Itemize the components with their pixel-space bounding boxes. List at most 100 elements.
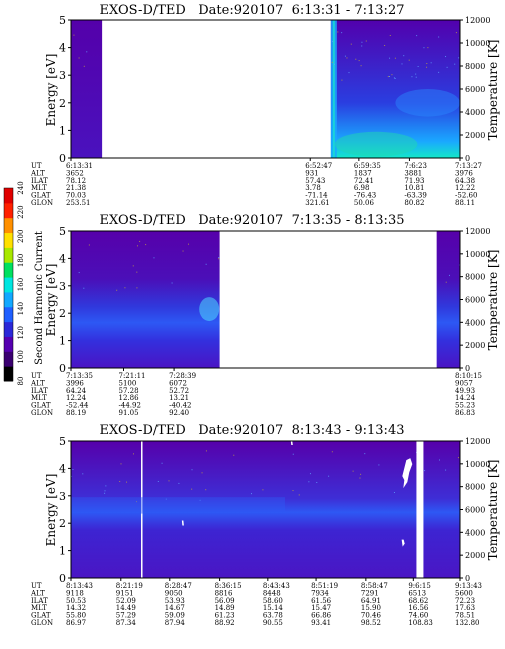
panel-3-speckle: [119, 480, 121, 482]
panel-3-cell: 16.56: [408, 604, 429, 612]
panel-3-row-label: ILAT: [31, 597, 48, 605]
panel-2-cell: 49.93: [455, 387, 475, 395]
panel-3-cell: 90.55: [263, 619, 283, 627]
panel-3-white-feature: [181, 520, 184, 526]
panel-2-speckle: [83, 287, 85, 289]
panel-1-speckle: [358, 60, 360, 62]
panel-2-speckle: [78, 272, 80, 274]
panel-2-cell: 3996: [66, 379, 84, 387]
panel-1-speckle: [341, 32, 343, 34]
panel-3-cell: 8:58:47: [361, 582, 388, 590]
colorbar-segment: [4, 188, 13, 204]
panel-1-cell: 931: [305, 169, 318, 177]
panel-1-ylabel: Energy [eV]: [44, 54, 58, 127]
panel-1-speckle: [427, 47, 429, 49]
panel-2-cell: 86.83: [455, 409, 475, 417]
panel-1-speckle: [423, 47, 425, 49]
panel-3-row-label: GLAT: [31, 612, 51, 620]
panel-3-ytick-label: 1: [59, 545, 66, 558]
panel-3-cell: 70.46: [361, 612, 382, 620]
panel-3-speckle: [165, 498, 167, 500]
panel-1-y2label: Temperature [K]: [486, 40, 500, 141]
panel-3-speckle: [424, 470, 426, 472]
panel-1-speckle: [391, 74, 393, 76]
panel-3-cell: 5600: [455, 589, 473, 597]
panel-3-title: EXOS-D/TED Date:920107 8:13:43 - 9:13:43: [100, 423, 405, 438]
colorbar-tick-label: 180: [17, 254, 25, 267]
panel-3-speckle: [352, 470, 354, 472]
panel-1-speckle: [438, 36, 440, 38]
panel-3-speckle: [104, 492, 106, 494]
panel-2-cell: 8:10:15: [455, 372, 482, 380]
panel-3-cell: 78.51: [455, 612, 475, 620]
panel-2-speckle: [136, 271, 138, 273]
panel-2-cell: 88.19: [66, 409, 86, 417]
panel-3-white-feature: [401, 539, 405, 547]
panel-1-speckle: [415, 76, 417, 78]
panel-2-cell: -44.92: [119, 402, 141, 410]
panel-1-row-label: GLON: [31, 199, 53, 207]
colorbar-segment: [4, 262, 13, 278]
panel-1-speckle: [387, 76, 389, 78]
panel-3-cell: 8816: [215, 589, 233, 597]
colorbar-segment: [4, 291, 13, 308]
panel-3-speckle: [359, 477, 361, 479]
panel-3-speckle: [364, 453, 366, 455]
panel-1-cell: 88.11: [455, 199, 475, 207]
panel-1-speckle: [389, 57, 391, 59]
panel-3-cell: 8:43:43: [263, 582, 290, 590]
panel-3-ytick-label: 0: [59, 572, 66, 585]
panel-1-cell: 1837: [354, 169, 372, 177]
panel-2-title: EXOS-D/TED Date:920107 7:13:35 - 8:13:35: [100, 213, 405, 228]
panel-1-speckle: [86, 51, 88, 53]
panel-3-cell: 15.14: [263, 604, 284, 612]
panel-3-cell: 8448: [263, 589, 281, 597]
panel-3-cell: 15.90: [361, 604, 381, 612]
colorbar-segment: [4, 232, 13, 248]
panel-1-ytick-label: 5: [59, 14, 66, 27]
panel-1-speckle: [331, 41, 333, 43]
panel-2-ytick-label: 0: [59, 362, 66, 375]
panel-2-cell: 7:21:11: [119, 372, 146, 380]
panel-1-speckle: [401, 63, 403, 65]
panel-1-speckle: [458, 57, 460, 59]
panel-1-cell: 12.22: [455, 184, 475, 192]
panel-3-cell: 9118: [66, 589, 84, 597]
colorbar-tick-label: 80: [17, 377, 25, 386]
panel-3-cell: 87.34: [116, 619, 137, 627]
panel-2-speckle: [448, 274, 450, 276]
panel-2-cell: 92.40: [169, 409, 189, 417]
panel-3-speckle: [132, 453, 134, 455]
panel-1-cell: -63.39: [404, 192, 426, 200]
panel-3-cell: 9050: [165, 589, 183, 597]
panel-3-data-segment: [71, 441, 460, 578]
panel-2-data-segment: [436, 231, 460, 368]
panel-3-cell: 9:6:15: [408, 582, 431, 590]
panel-1-cell: 321.61: [305, 199, 330, 207]
panel-1-ytick-label: 2: [59, 97, 66, 110]
panel-2-cell: 13.21: [169, 394, 189, 402]
panel-2-ytick-label: 5: [59, 225, 66, 238]
panel-2-y2tick-label: 12000: [465, 227, 490, 236]
panel-3-y2tick-label: 12000: [465, 437, 490, 446]
panel-3-cell: 59.09: [165, 612, 185, 620]
panel-3-speckle: [161, 462, 163, 464]
panel-1-speckle: [389, 75, 391, 77]
colorbar-label: Second Harmonic Current: [34, 231, 45, 365]
panel-3-speckle: [262, 489, 264, 491]
panel-1-speckle: [337, 31, 339, 33]
colorbar-segment: [4, 336, 13, 352]
panel-3-row-label: GLON: [31, 619, 53, 627]
panel-3-cell: 14.67: [165, 604, 185, 612]
panel-3-speckle: [251, 493, 253, 495]
panel-3-cell: 8:13:43: [66, 582, 93, 590]
panel-3-y2label: Temperature [K]: [486, 460, 500, 561]
panel-3-cell: 8:28:47: [165, 582, 192, 590]
panel-3-cell: 132.80: [455, 619, 480, 627]
panel-2-data-segment: [71, 231, 220, 368]
panel-1-speckle: [430, 62, 432, 64]
panel-1-speckle: [331, 61, 333, 63]
panel-2-cell: 5100: [119, 379, 137, 387]
panel-1-cell: 7:13:27: [455, 162, 482, 170]
panel-2-speckle: [187, 243, 189, 245]
